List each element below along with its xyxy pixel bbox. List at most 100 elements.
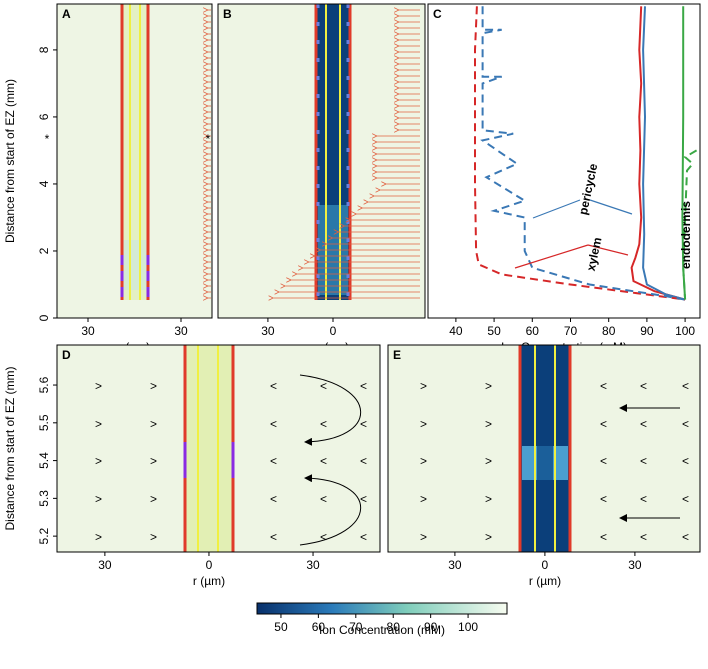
flux-chevron: > (420, 492, 427, 506)
profile-line (681, 6, 687, 300)
flux-chevron: < (640, 417, 647, 431)
annotation-pointer (532, 199, 633, 219)
x-tick-label: 70 (564, 324, 578, 338)
flux-chevron: > (150, 379, 157, 393)
profile-line (682, 149, 698, 300)
flow-arrow (299, 474, 361, 546)
profile-line (480, 6, 686, 301)
panel-label: D (62, 348, 71, 362)
x-axis-label: r (µm) (529, 574, 561, 588)
glow (122, 240, 148, 290)
flux-chevron: > (150, 530, 157, 544)
panel-frame (387, 344, 701, 553)
x-tick-label: 0 (542, 558, 549, 572)
x-tick-label: 90 (640, 324, 654, 338)
y-tick-label: 5.4 (37, 452, 51, 469)
flux-chevron: > (150, 492, 157, 506)
y-tick-label: 2 (37, 247, 51, 254)
y-tick-label: 8 (37, 46, 51, 53)
flux-chevron: > (150, 417, 157, 431)
flux-chevron: < (320, 492, 327, 506)
field (428, 4, 700, 318)
flux-chevron: > (95, 379, 102, 393)
x-axis-label: Ion Concentration (mM) (319, 623, 445, 637)
flux-chevron: > (485, 530, 492, 544)
flux-chevron: < (360, 454, 367, 468)
flux-chevron: < (270, 379, 277, 393)
x-tick-label: 80 (387, 620, 401, 634)
y-tick-label: 5.2 (37, 527, 51, 544)
panel-label: A (62, 7, 71, 21)
x-tick-label: 30 (98, 558, 112, 572)
flux-chevron: > (485, 454, 492, 468)
flux-chevron: < (682, 530, 689, 544)
x-tick-label: 100 (458, 620, 478, 634)
flux-chevron: < (270, 417, 277, 431)
flux-chevron: < (320, 530, 327, 544)
profile-line (474, 6, 686, 301)
panel-frame (427, 3, 701, 319)
profile-line (642, 6, 686, 301)
y-tick-label: 5.3 (37, 490, 51, 507)
flux-chevron: > (420, 379, 427, 393)
glow-core (537, 446, 553, 480)
panel-label: B (223, 7, 232, 21)
flux-chevron: > (95, 454, 102, 468)
flux-chevron: < (320, 379, 327, 393)
x-tick-label: 0 (330, 324, 337, 338)
x-tick-label: 100 (675, 324, 695, 338)
marker: * (206, 132, 211, 146)
panel-frame (217, 3, 426, 319)
flux-chevron: > (95, 417, 102, 431)
y-axis-label: Distance from start of EZ (mm) (3, 366, 17, 530)
y-axis-label: Distance from start of EZ (mm) (3, 79, 17, 243)
flux-chevron: > (420, 530, 427, 544)
flux-chevron: > (485, 492, 492, 506)
flux-chevron: < (360, 417, 367, 431)
flux-chevron: < (600, 492, 607, 506)
panel-frame (56, 344, 381, 553)
y-tick-label: 0 (37, 314, 51, 321)
y-tick-label: 5.5 (37, 414, 51, 431)
flux-chevron: < (640, 379, 647, 393)
stele (185, 345, 233, 552)
x-tick-label: 50 (274, 620, 288, 634)
x-tick-label: 70 (349, 620, 363, 634)
flux-chevron: > (485, 417, 492, 431)
x-tick-label: 30 (306, 558, 320, 572)
x-tick-label: 30 (174, 324, 188, 338)
panel-frame (256, 602, 508, 615)
flux-chevron: < (640, 492, 647, 506)
annotation-pointer (514, 244, 629, 269)
flux-chevron: < (682, 379, 689, 393)
panel-label: E (393, 348, 401, 362)
x-tick-label: 50 (487, 324, 501, 338)
y-tick-label: 4 (37, 180, 51, 187)
flux-chevron: > (420, 417, 427, 431)
flux-chevron: < (682, 417, 689, 431)
x-axis-label: r (µm) (193, 574, 225, 588)
x-tick-label: 30 (448, 558, 462, 572)
panel-frame (56, 3, 213, 319)
x-tick-label: 30 (81, 324, 95, 338)
flux-chevron: < (270, 530, 277, 544)
flux-chevron: < (600, 417, 607, 431)
colorbar (257, 603, 507, 614)
profile-line (630, 6, 686, 301)
flow-arrow (299, 374, 361, 446)
x-tick-label: 0 (206, 558, 213, 572)
flux-chevron: < (682, 454, 689, 468)
x-tick-label: 40 (449, 324, 463, 338)
flux-chevron: < (682, 492, 689, 506)
flux-chevron: < (640, 530, 647, 544)
x-tick-label: 30 (261, 324, 275, 338)
x-tick-label: 90 (424, 620, 438, 634)
x-tick-label: 80 (602, 324, 616, 338)
annotation: xylem (584, 236, 605, 272)
y-tick-label: 5.6 (37, 376, 51, 393)
flux-chevron: < (360, 492, 367, 506)
flux-chevron: < (320, 454, 327, 468)
flux-chevron: < (270, 492, 277, 506)
flux-chevron: > (95, 492, 102, 506)
